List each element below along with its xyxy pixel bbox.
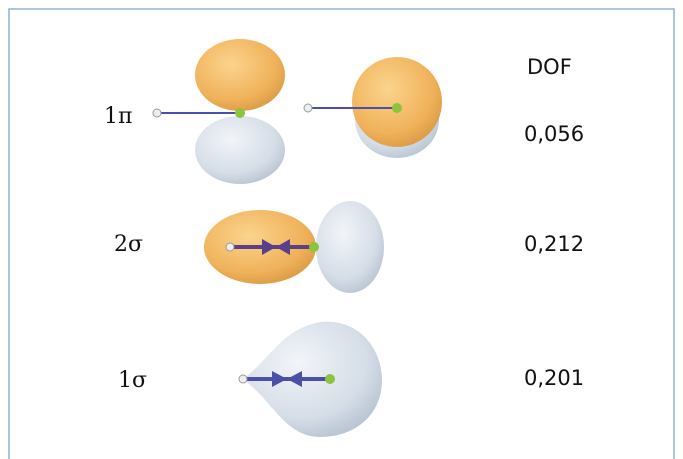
- orbital-2sigma: [204, 201, 384, 293]
- orbital-label: 1σ: [118, 368, 147, 393]
- dof-value: 0,201: [524, 366, 584, 390]
- dof-header: DOF: [527, 55, 572, 79]
- dof-value: 0,212: [524, 232, 584, 256]
- orbital-1pi: [152, 39, 442, 184]
- dof-value: 0,056: [524, 122, 584, 146]
- orbital-label: 1π: [104, 104, 132, 129]
- frame: [8, 8, 675, 459]
- orbital-label: 2σ: [114, 232, 143, 257]
- orbital-1sigma: [238, 321, 382, 437]
